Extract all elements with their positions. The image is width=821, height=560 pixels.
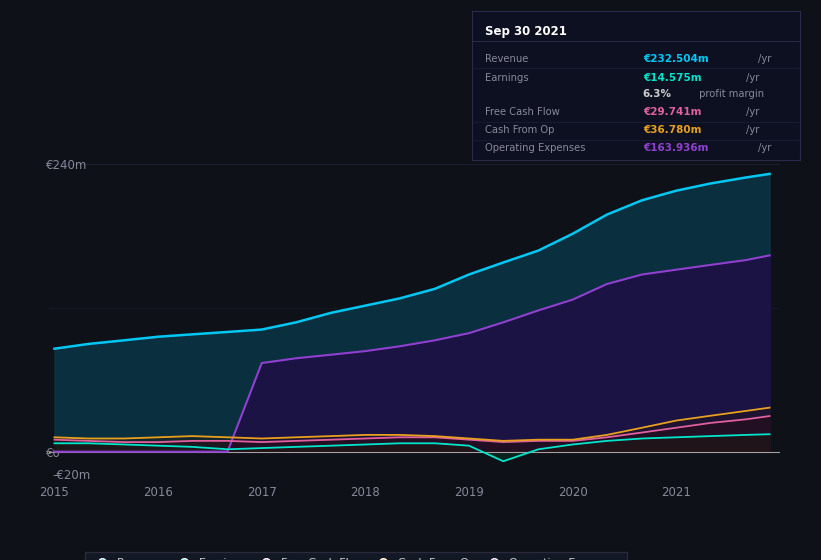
Text: Earnings: Earnings (485, 73, 529, 83)
Text: Revenue: Revenue (485, 54, 529, 64)
Text: Free Cash Flow: Free Cash Flow (485, 107, 560, 117)
Text: /yr: /yr (746, 125, 759, 135)
Text: /yr: /yr (746, 73, 759, 83)
Legend: Revenue, Earnings, Free Cash Flow, Cash From Op, Operating Expenses: Revenue, Earnings, Free Cash Flow, Cash … (85, 552, 627, 560)
Text: €29.741m: €29.741m (643, 107, 701, 117)
Text: €232.504m: €232.504m (643, 54, 709, 64)
Text: Cash From Op: Cash From Op (485, 125, 555, 135)
Text: €163.936m: €163.936m (643, 143, 709, 153)
Text: /yr: /yr (746, 107, 759, 117)
Text: €14.575m: €14.575m (643, 73, 701, 83)
Text: €36.780m: €36.780m (643, 125, 701, 135)
Text: /yr: /yr (759, 143, 772, 153)
Text: /yr: /yr (759, 54, 772, 64)
Text: profit margin: profit margin (696, 89, 764, 99)
Text: Sep 30 2021: Sep 30 2021 (485, 25, 567, 38)
Text: -€20m: -€20m (53, 469, 90, 482)
Text: 6.3%: 6.3% (643, 89, 672, 99)
Text: Operating Expenses: Operating Expenses (485, 143, 585, 153)
